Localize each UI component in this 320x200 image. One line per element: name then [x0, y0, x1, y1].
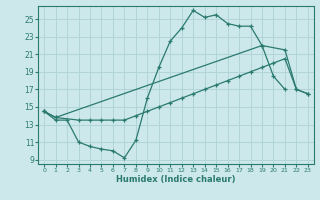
- X-axis label: Humidex (Indice chaleur): Humidex (Indice chaleur): [116, 175, 236, 184]
